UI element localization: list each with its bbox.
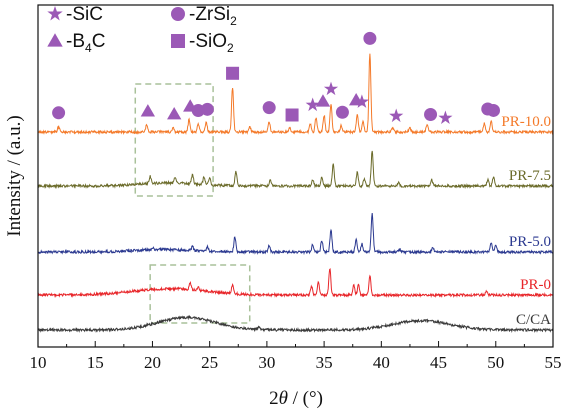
circle-marker: [171, 7, 185, 21]
series-labels: PR-10.0 PR-7.5 PR-5.0 PR-0 C/CA: [501, 114, 551, 328]
series-label: PR-7.5: [509, 168, 551, 184]
series-label: PR-0: [520, 277, 551, 293]
triangle-marker: [315, 94, 331, 107]
star-marker: [354, 94, 369, 108]
legend-label: -ZrSi2: [189, 4, 237, 28]
series-label: PR-10.0: [501, 114, 551, 130]
star-marker: [389, 108, 404, 123]
series-label: PR-5.0: [509, 234, 551, 250]
x-tick-label: 55: [545, 353, 562, 372]
triangle-marker: [167, 107, 182, 120]
x-tick-label: 10: [30, 353, 47, 372]
x-tick-label: 50: [487, 353, 504, 372]
series-line-C/CA: [37, 314, 554, 334]
dashed-boxes: [134, 83, 251, 324]
x-tick-label: 20: [144, 353, 161, 372]
triangle-marker: [140, 104, 156, 117]
x-tick-label: 15: [87, 353, 104, 372]
series-line-PR-7.5: [37, 150, 554, 190]
y-axis-title: Intensity / (a.u.): [4, 115, 25, 236]
legend-label: -SiO2: [189, 31, 234, 55]
square-marker: [285, 108, 299, 122]
x-tick-label: 45: [430, 353, 447, 372]
square-marker: [226, 66, 240, 80]
triangle-marker: [47, 33, 63, 47]
series-label: C/CA: [516, 312, 551, 328]
star-marker: [438, 110, 453, 124]
legend-label: -SiC: [66, 4, 103, 25]
square-marker: [171, 34, 185, 48]
circle-marker: [52, 106, 66, 120]
legend-label: -B4C: [66, 31, 105, 55]
x-axis-ticks: 10 15 20 25 30 35 40 45 50 55: [30, 341, 562, 372]
circle-marker: [200, 102, 214, 116]
star-marker: [323, 81, 339, 96]
series-line-PR-5.0: [37, 213, 554, 256]
x-tick-label: 30: [258, 353, 275, 372]
phase-markers: [52, 31, 500, 124]
x-axis-title: 2θ / (°): [269, 388, 323, 409]
star-marker: [47, 6, 63, 21]
series-line-PR-10.0: [37, 53, 554, 136]
x-tick-label: 25: [201, 353, 218, 372]
circle-marker: [335, 105, 349, 119]
series-line-PR-0: [37, 268, 554, 299]
circle-marker: [486, 103, 500, 117]
x-tick-label: 35: [316, 353, 333, 372]
dashed-box: [134, 83, 214, 197]
circle-marker: [363, 31, 377, 45]
circle-marker: [424, 108, 438, 122]
star-marker: [305, 97, 320, 112]
x-tick-label: 40: [373, 353, 390, 372]
circle-marker: [262, 101, 276, 115]
legend: -SiC -ZrSi2 -B4C -SiO2: [47, 4, 237, 55]
series-curves: [37, 53, 554, 334]
